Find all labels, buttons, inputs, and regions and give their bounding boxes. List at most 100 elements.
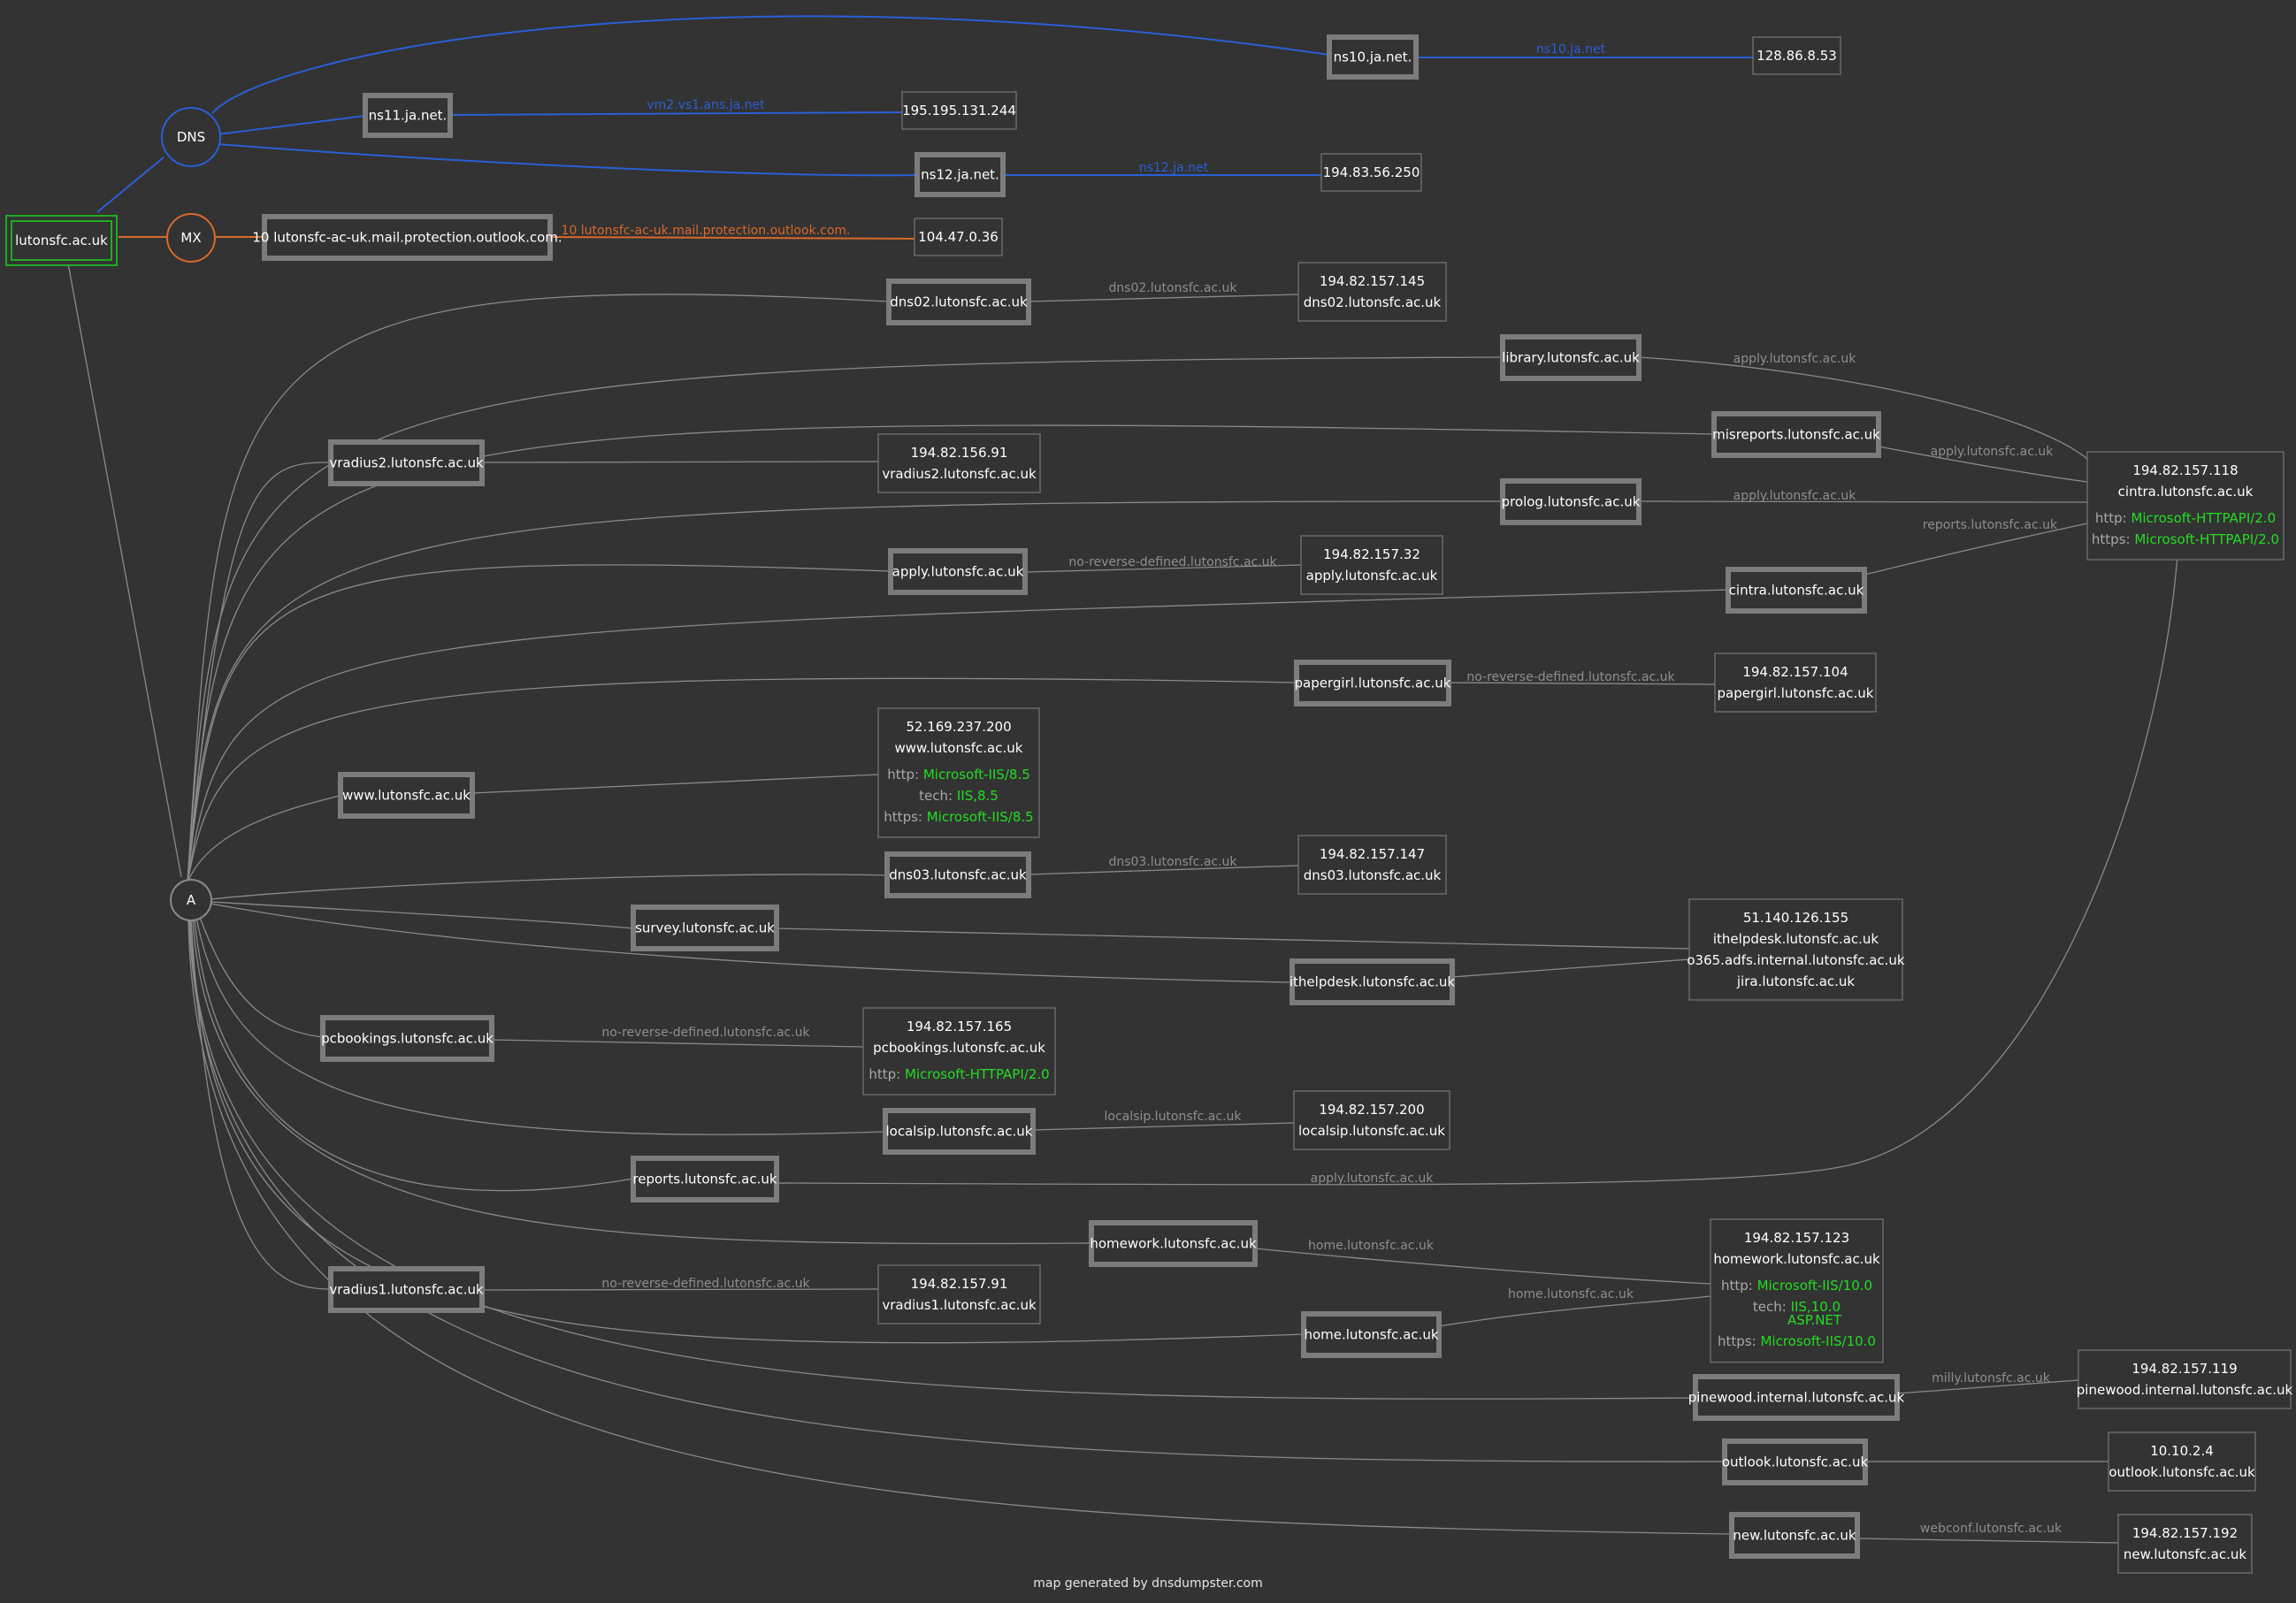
ip-node-ip_pinewood[interactable]: 194.82.157.119 pinewood.internal.lutonsfc…	[2077, 1349, 2293, 1409]
service-line: https: Microsoft-IIS/8.5	[884, 809, 1033, 825]
edge-a-www	[187, 795, 340, 883]
ip-node-ip_cintra[interactable]: 194.82.157.118 cintra.lutonsfc.ac.uk http:…	[2086, 451, 2285, 561]
edge-label-home: home.lutonsfc.ac.uk	[1508, 1287, 1634, 1301]
host-label: outlook.lutonsfc.ac.uk	[1722, 1454, 1869, 1470]
ip-node-ip_ns12[interactable]: 194.83.56.250	[1320, 153, 1422, 192]
ip-node-ip_localsip[interactable]: 194.82.157.200 localsip.lutonsfc.ac.uk	[1293, 1090, 1450, 1150]
service-line-extra: ASP.NET	[1787, 1312, 1842, 1328]
ip-node-ip_helpdesk[interactable]: 51.140.126.155 ithelpdesk.lutonsfc.ac.uk o…	[1687, 898, 1905, 1001]
host-label: misreports.lutonsfc.ac.uk	[1712, 427, 1880, 443]
host-node-papergirl[interactable]: papergirl.lutonsfc.ac.uk	[1294, 660, 1451, 706]
host-node-misreports[interactable]: misreports.lutonsfc.ac.uk	[1711, 411, 1881, 458]
host-node-dns03[interactable]: dns03.lutonsfc.ac.uk	[884, 851, 1031, 898]
edge-home-ip	[1438, 1295, 1711, 1327]
host-label: vradius1.lutonsfc.ac.uk	[329, 1282, 484, 1298]
edge-label-mx: 10 lutonsfc-ac-uk.mail.protection.outloo…	[562, 224, 851, 238]
reverse-hostname: jira.lutonsfc.ac.uk	[1736, 973, 1856, 989]
edge-dns-ns12	[217, 143, 918, 177]
edge-mx-ip	[549, 236, 915, 240]
host-node-dns02[interactable]: dns02.lutonsfc.ac.uk	[886, 279, 1031, 325]
host-node-home[interactable]: home.lutonsfc.ac.uk	[1301, 1311, 1442, 1358]
reverse-hostname: vradius1.lutonsfc.ac.uk	[882, 1297, 1037, 1313]
host-node-reports[interactable]: reports.lutonsfc.ac.uk	[631, 1156, 779, 1202]
ip-address: 104.47.0.36	[918, 229, 999, 245]
ip-node-ip_dns02[interactable]: 194.82.157.145 dns02.lutonsfc.ac.uk	[1297, 262, 1447, 322]
host-node-apply[interactable]: apply.lutonsfc.ac.uk	[888, 548, 1028, 595]
edge-a-ithelpdesk	[210, 903, 1292, 983]
ip-node-ip_apply[interactable]: 194.82.157.32 apply.lutonsfc.ac.uk	[1300, 535, 1443, 595]
hub-layer: lutonsfc.ac.uk DNS MX A	[5, 107, 221, 921]
edge-label-library: apply.lutonsfc.ac.uk	[1733, 352, 1857, 366]
ip-node-ip_pcbookings[interactable]: 194.82.157.165 pcbookings.lutonsfc.ac.uk h…	[862, 1007, 1056, 1095]
host-node-cintra[interactable]: cintra.lutonsfc.ac.uk	[1726, 567, 1867, 614]
host-node-vradius1[interactable]: vradius1.lutonsfc.ac.uk	[328, 1266, 485, 1313]
host-node-ns10[interactable]: ns10.ja.net.	[1327, 34, 1419, 80]
ip-address: 194.82.157.32	[1323, 546, 1420, 562]
host-node-vradius2[interactable]: vradius2.lutonsfc.ac.uk	[328, 439, 485, 486]
host-label: library.lutonsfc.ac.uk	[1502, 350, 1640, 366]
ip-layer: 128.86.8.53 195.195.131.244 194.83.56.250 1…	[862, 36, 2293, 1574]
hub-a[interactable]: A	[170, 879, 212, 921]
edge-homework-ip	[1254, 1248, 1711, 1285]
edge-a-dns03	[210, 874, 888, 900]
host-label: prolog.lutonsfc.ac.uk	[1502, 494, 1641, 510]
edge-new-ip	[1856, 1538, 2119, 1544]
edge-dns02-ip	[1028, 294, 1299, 302]
edge-label-dns03: dns03.lutonsfc.ac.uk	[1108, 855, 1237, 869]
host-label: cintra.lutonsfc.ac.uk	[1729, 583, 1864, 599]
edge-dns-ns10	[211, 15, 1330, 114]
edge-label-localsip: localsip.lutonsfc.ac.uk	[1105, 1110, 1243, 1124]
ip-address: 10.10.2.4	[2150, 1443, 2214, 1459]
host-node-prolog[interactable]: prolog.lutonsfc.ac.uk	[1500, 478, 1642, 525]
ip-node-ip_www[interactable]: 52.169.237.200 www.lutonsfc.ac.uk http: Mi…	[877, 707, 1040, 838]
host-node-pinewood[interactable]: pinewood.internal.lutonsfc.ac.uk	[1688, 1374, 1905, 1421]
reverse-hostname: pinewood.internal.lutonsfc.ac.uk	[2077, 1382, 2293, 1398]
reverse-hostname: papergirl.lutonsfc.ac.uk	[1718, 685, 1874, 701]
ip-node-ip_vradius1[interactable]: 194.82.157.91 vradius1.lutonsfc.ac.uk	[877, 1264, 1041, 1324]
host-node-pcbookings[interactable]: pcbookings.lutonsfc.ac.uk	[320, 1015, 494, 1062]
edge-label-pcbookings: no-reverse-defined.lutonsfc.ac.uk	[601, 1026, 810, 1040]
host-node-library[interactable]: library.lutonsfc.ac.uk	[1500, 334, 1642, 381]
edge-label-new: webconf.lutonsfc.ac.uk	[1920, 1522, 2063, 1536]
service-line: https: Microsoft-IIS/10.0	[1718, 1333, 1876, 1349]
ip-node-ip_papergirl[interactable]: 194.82.157.104 papergirl.lutonsfc.ac.uk	[1714, 653, 1877, 713]
reverse-hostname: localsip.lutonsfc.ac.uk	[1298, 1123, 1445, 1139]
reverse-hostname: new.lutonsfc.ac.uk	[2124, 1546, 2246, 1562]
edge-label-ns10: ns10.ja.net	[1536, 42, 1606, 57]
hub-dns-label: DNS	[177, 129, 205, 145]
host-node-outlook[interactable]: outlook.lutonsfc.ac.uk	[1722, 1439, 1869, 1485]
host-node-www[interactable]: www.lutonsfc.ac.uk	[338, 772, 475, 819]
hub-dns[interactable]: DNS	[161, 107, 221, 167]
host-label: home.lutonsfc.ac.uk	[1304, 1327, 1438, 1343]
edge-pcbookings-ip	[491, 1039, 864, 1048]
edge-label-cintra: reports.lutonsfc.ac.uk	[1923, 518, 2058, 532]
host-label: new.lutonsfc.ac.uk	[1733, 1528, 1856, 1544]
ip-node-ip_dns03[interactable]: 194.82.157.147 dns03.lutonsfc.ac.uk	[1297, 835, 1447, 895]
host-node-ns12[interactable]: ns12.ja.net.	[915, 152, 1006, 197]
ip-node-ip_mx[interactable]: 104.47.0.36	[914, 218, 1003, 256]
reverse-hostname: dns02.lutonsfc.ac.uk	[1304, 294, 1442, 310]
hub-a-label: A	[187, 892, 196, 908]
host-node-ithelpdesk[interactable]: ithelpdesk.lutonsfc.ac.uk	[1290, 958, 1456, 1005]
host-node-homework[interactable]: homework.lutonsfc.ac.uk	[1089, 1220, 1258, 1267]
reverse-hostname: www.lutonsfc.ac.uk	[895, 740, 1023, 756]
edge-label-ns12: ns12.ja.net	[1139, 161, 1209, 175]
host-label: pcbookings.lutonsfc.ac.uk	[321, 1031, 494, 1047]
ip-node-ip_vradius2[interactable]: 194.82.156.91 vradius2.lutonsfc.ac.uk	[877, 433, 1041, 493]
host-node-mx10[interactable]: 10 lutonsfc-ac-uk.mail.protection.outloo…	[252, 214, 563, 261]
edge-library-ip	[1638, 356, 2088, 460]
ip-node-ip_ns10[interactable]: 128.86.8.53	[1752, 36, 1841, 75]
root-domain-node[interactable]: lutonsfc.ac.uk	[5, 215, 118, 266]
ip-address: 194.82.157.118	[2132, 462, 2238, 478]
host-node-new[interactable]: new.lutonsfc.ac.uk	[1729, 1512, 1860, 1559]
host-node-survey[interactable]: survey.lutonsfc.ac.uk	[631, 905, 779, 951]
ip-node-ip_ns11[interactable]: 195.195.131.244	[901, 91, 1017, 130]
host-node-localsip[interactable]: localsip.lutonsfc.ac.uk	[883, 1108, 1036, 1155]
edge-misreports-ip	[1878, 446, 2088, 483]
ip-node-ip_outlook[interactable]: 10.10.2.4 outlook.lutonsfc.ac.uk	[2108, 1431, 2256, 1492]
hub-mx[interactable]: MX	[166, 213, 216, 263]
host-node-ns11[interactable]: ns11.ja.net.	[363, 93, 453, 138]
ip-node-ip_homework[interactable]: 194.82.157.123 homework.lutonsfc.ac.uk htt…	[1710, 1218, 1884, 1363]
ip-node-ip_new[interactable]: 194.82.157.192 new.lutonsfc.ac.uk	[2117, 1514, 2253, 1574]
edge-a-cintra	[187, 589, 1729, 883]
